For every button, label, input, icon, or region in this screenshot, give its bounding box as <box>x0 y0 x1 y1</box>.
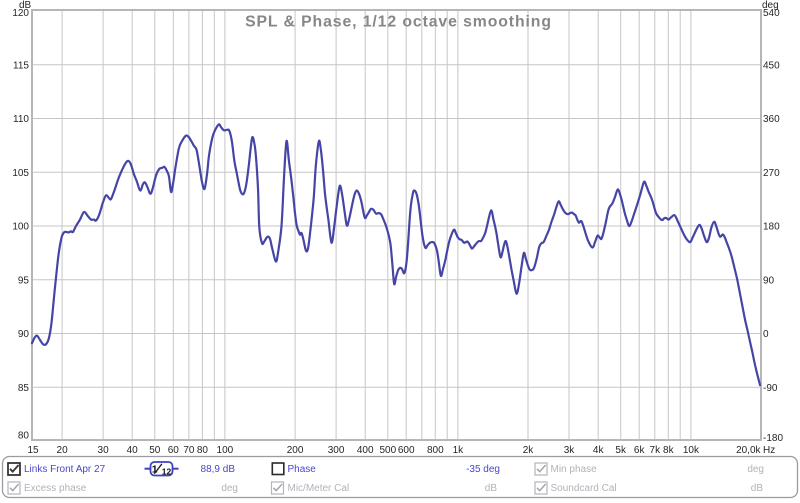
svg-text:deg: deg <box>747 464 764 475</box>
svg-text:80: 80 <box>197 445 209 456</box>
svg-text:15: 15 <box>27 445 39 456</box>
svg-text:deg: deg <box>762 0 779 11</box>
svg-text:6k: 6k <box>634 445 646 456</box>
svg-text:20: 20 <box>57 445 69 456</box>
svg-text:dB: dB <box>485 483 498 494</box>
svg-text:85: 85 <box>18 383 30 394</box>
svg-text:dB: dB <box>751 483 764 494</box>
svg-text:540: 540 <box>763 8 780 19</box>
svg-text:Mic/Meter Cal: Mic/Meter Cal <box>288 483 350 494</box>
svg-text:7k: 7k <box>650 445 662 456</box>
svg-text:500: 500 <box>379 445 396 456</box>
svg-text:120: 120 <box>12 8 29 19</box>
svg-text:dB: dB <box>19 0 32 11</box>
svg-text:200: 200 <box>287 445 304 456</box>
svg-text:20,0k: 20,0k <box>736 445 761 456</box>
svg-text:5k: 5k <box>615 445 627 456</box>
svg-text:-35 deg: -35 deg <box>466 464 500 475</box>
svg-text:4k: 4k <box>593 445 605 456</box>
svg-text:115: 115 <box>13 61 29 72</box>
svg-text:Soundcard Cal: Soundcard Cal <box>551 483 617 494</box>
svg-text:60: 60 <box>168 445 180 456</box>
svg-text:40: 40 <box>127 445 139 456</box>
svg-text:Min phase: Min phase <box>551 464 598 475</box>
svg-text:12: 12 <box>162 466 172 476</box>
svg-text:180: 180 <box>763 222 780 233</box>
svg-text:50: 50 <box>149 445 161 456</box>
svg-text:450: 450 <box>763 61 780 72</box>
svg-text:2k: 2k <box>523 445 535 456</box>
svg-text:270: 270 <box>763 168 780 179</box>
svg-text:100: 100 <box>217 445 234 456</box>
svg-text:400: 400 <box>357 445 374 456</box>
svg-text:105: 105 <box>12 168 29 179</box>
svg-text:88,9 dB: 88,9 dB <box>201 464 236 475</box>
svg-text:0: 0 <box>763 329 769 340</box>
svg-text:Phase: Phase <box>288 464 317 475</box>
svg-text:90: 90 <box>763 275 775 286</box>
svg-text:30: 30 <box>98 445 110 456</box>
svg-text:-90: -90 <box>763 383 778 394</box>
svg-text:Hz: Hz <box>763 445 775 456</box>
svg-text:80: 80 <box>18 431 30 442</box>
svg-text:110: 110 <box>13 114 29 125</box>
svg-text:8k: 8k <box>663 445 675 456</box>
svg-text:90: 90 <box>18 329 30 340</box>
svg-text:360: 360 <box>763 114 780 125</box>
svg-text:10k: 10k <box>683 445 700 456</box>
svg-text:100: 100 <box>12 222 29 233</box>
svg-text:Links Front Apr 27: Links Front Apr 27 <box>24 464 106 475</box>
svg-text:3k: 3k <box>564 445 576 456</box>
svg-text:300: 300 <box>328 445 345 456</box>
svg-text:1k: 1k <box>453 445 465 456</box>
svg-text:Excess phase: Excess phase <box>24 483 87 494</box>
svg-text:800: 800 <box>427 445 444 456</box>
svg-text:-180: -180 <box>763 433 783 444</box>
svg-text:600: 600 <box>398 445 415 456</box>
svg-text:deg: deg <box>221 483 238 494</box>
svg-text:70: 70 <box>183 445 195 456</box>
svg-text:SPL & Phase, 1/12 octave smoot: SPL & Phase, 1/12 octave smoothing <box>245 13 552 30</box>
svg-text:1: 1 <box>152 464 158 476</box>
svg-text:95: 95 <box>18 275 30 286</box>
